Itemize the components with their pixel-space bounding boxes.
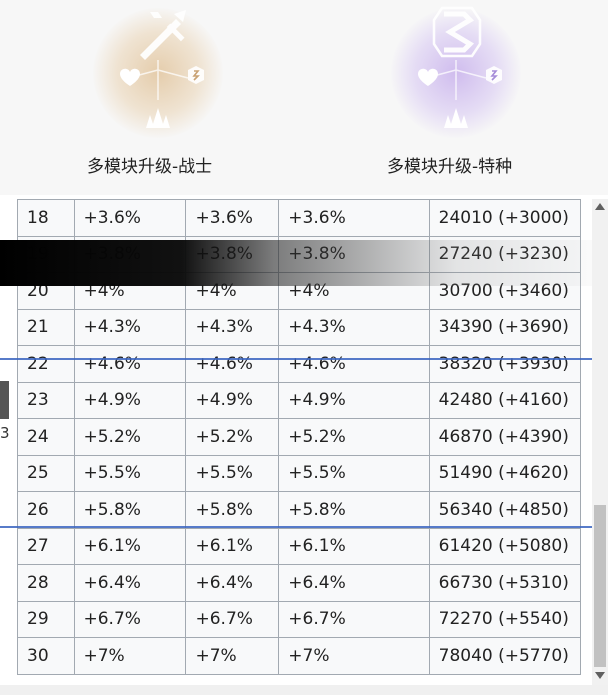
module-warrior[interactable] <box>88 0 228 150</box>
module-special-label: 多模块升级-特种 <box>387 157 513 177</box>
bonus-c-cell: +5.5% <box>278 454 430 492</box>
bonus-b-cell: +7% <box>185 637 280 675</box>
bonus-a-cell: +5.8% <box>73 491 187 529</box>
cost-cell: 38320 (+3930) <box>428 345 581 383</box>
level-cell: 24 <box>17 418 75 456</box>
bonus-b-cell: +6.4% <box>185 564 280 602</box>
left-edge-text: 3 <box>0 424 10 442</box>
cost-cell: 42480 (+4160) <box>428 381 581 419</box>
bonus-c-cell: +5.8% <box>278 491 430 529</box>
cost-cell: 78040 (+5770) <box>428 637 581 675</box>
level-cell: 28 <box>17 564 75 602</box>
module-special[interactable] <box>386 0 526 150</box>
bonus-c-cell: +7% <box>278 637 430 675</box>
bonus-b-cell: +5.2% <box>185 418 280 456</box>
table-row: 30 +7% +7% +7% 78040 (+5770) <box>17 637 581 675</box>
module-header-area: 多模块升级-战士 多模块升级-特种 <box>0 0 608 195</box>
scroll-up-arrow-icon[interactable] <box>595 203 605 210</box>
table-row: 22 +4.6% +4.6% +4.6% 38320 (+3930) <box>17 345 581 383</box>
bonus-c-cell: +5.2% <box>278 418 430 456</box>
upgrade-table: 18+3.6%+3.6%+3.6%24010 (+3000)19+3.8%+3.… <box>17 199 581 675</box>
bonus-a-cell: +3.6% <box>73 199 187 237</box>
cost-cell: 24010 (+3000) <box>428 199 581 237</box>
bonus-a-cell: +6.4% <box>73 564 187 602</box>
bonus-a-cell: +4.3% <box>73 308 187 346</box>
bonus-a-cell: +5.5% <box>73 454 187 492</box>
table-row: 18 +3.6% +3.6% +3.6% 24010 (+3000) <box>17 199 581 237</box>
bonus-c-cell: +4.9% <box>278 381 430 419</box>
table-row: 23 +4.9% +4.9% +4.9% 42480 (+4160) <box>17 381 581 419</box>
table-row: 25 +5.5% +5.5% +5.5% 51490 (+4620) <box>17 454 581 492</box>
level-cell: 21 <box>17 308 75 346</box>
heart-icon <box>418 68 438 86</box>
table-row: 29 +6.7% +6.7% +6.7% 72270 (+5540) <box>17 600 581 638</box>
level-cell: 30 <box>17 637 75 675</box>
cost-cell: 66730 (+5310) <box>428 564 581 602</box>
cost-cell: 61420 (+5080) <box>428 527 581 565</box>
cost-cell: 46870 (+4390) <box>428 418 581 456</box>
sword-icon <box>120 10 204 128</box>
highlight-line-top <box>0 358 608 360</box>
cost-cell: 72270 (+5540) <box>428 600 581 638</box>
left-edge-fragment <box>0 381 9 419</box>
level-cell: 22 <box>17 345 75 383</box>
table-row: 28 +6.4% +6.4% +6.4% 66730 (+5310) <box>17 564 581 602</box>
bonus-c-cell: +4.6% <box>278 345 430 383</box>
highlight-line-bottom <box>0 526 608 528</box>
bonus-b-cell: +3.6% <box>185 199 280 237</box>
level-cell: 25 <box>17 454 75 492</box>
bonus-a-cell: +4.9% <box>73 381 187 419</box>
level-cell: 23 <box>17 381 75 419</box>
module-warrior-label: 多模块升级-战士 <box>87 157 213 177</box>
level-cell: 26 <box>17 491 75 529</box>
bonus-c-cell: +3.6% <box>278 199 430 237</box>
bonus-b-cell: +5.5% <box>185 454 280 492</box>
bonus-b-cell: +5.8% <box>185 491 280 529</box>
cost-cell: 34390 (+3690) <box>428 308 581 346</box>
bonus-c-cell: +4.3% <box>278 308 430 346</box>
level-cell: 27 <box>17 527 75 565</box>
bonus-c-cell: +6.1% <box>278 527 430 565</box>
bonus-b-cell: +6.7% <box>185 600 280 638</box>
table-row: 26 +5.8% +5.8% +5.8% 56340 (+4850) <box>17 491 581 529</box>
cost-cell: 56340 (+4850) <box>428 491 581 529</box>
table-row: 27 +6.1% +6.1% +6.1% 61420 (+5080) <box>17 527 581 565</box>
spikes-icon <box>146 108 170 128</box>
scrollbar-thumb[interactable] <box>594 505 606 667</box>
bonus-b-cell: +4.3% <box>185 308 280 346</box>
heart-icon <box>120 68 140 86</box>
hexagon-icon <box>188 66 204 84</box>
bonus-a-cell: +6.1% <box>73 527 187 565</box>
table-row: 21 +4.3% +4.3% +4.3% 34390 (+3690) <box>17 308 581 346</box>
table-row: 24 +5.2% +5.2% +5.2% 46870 (+4390) <box>17 418 581 456</box>
bonus-a-cell: +5.2% <box>73 418 187 456</box>
level-cell: 29 <box>17 600 75 638</box>
scroll-down-arrow-icon[interactable] <box>595 672 605 679</box>
level-cell: 18 <box>17 199 75 237</box>
special-s-icon <box>418 6 502 128</box>
bonus-a-cell: +7% <box>73 637 187 675</box>
bonus-a-cell: +4.6% <box>73 345 187 383</box>
bonus-b-cell: +4.6% <box>185 345 280 383</box>
bonus-a-cell: +6.7% <box>73 600 187 638</box>
dark-overlay-band <box>0 240 608 286</box>
bonus-c-cell: +6.4% <box>278 564 430 602</box>
bonus-b-cell: +6.1% <box>185 527 280 565</box>
bonus-b-cell: +4.9% <box>185 381 280 419</box>
upgrade-table-container: 18+3.6%+3.6%+3.6%24010 (+3000)19+3.8%+3.… <box>17 199 581 679</box>
hexagon-icon <box>486 66 502 84</box>
spikes-icon <box>444 108 468 128</box>
bonus-c-cell: +6.7% <box>278 600 430 638</box>
bottom-edge <box>0 685 608 695</box>
cost-cell: 51490 (+4620) <box>428 454 581 492</box>
